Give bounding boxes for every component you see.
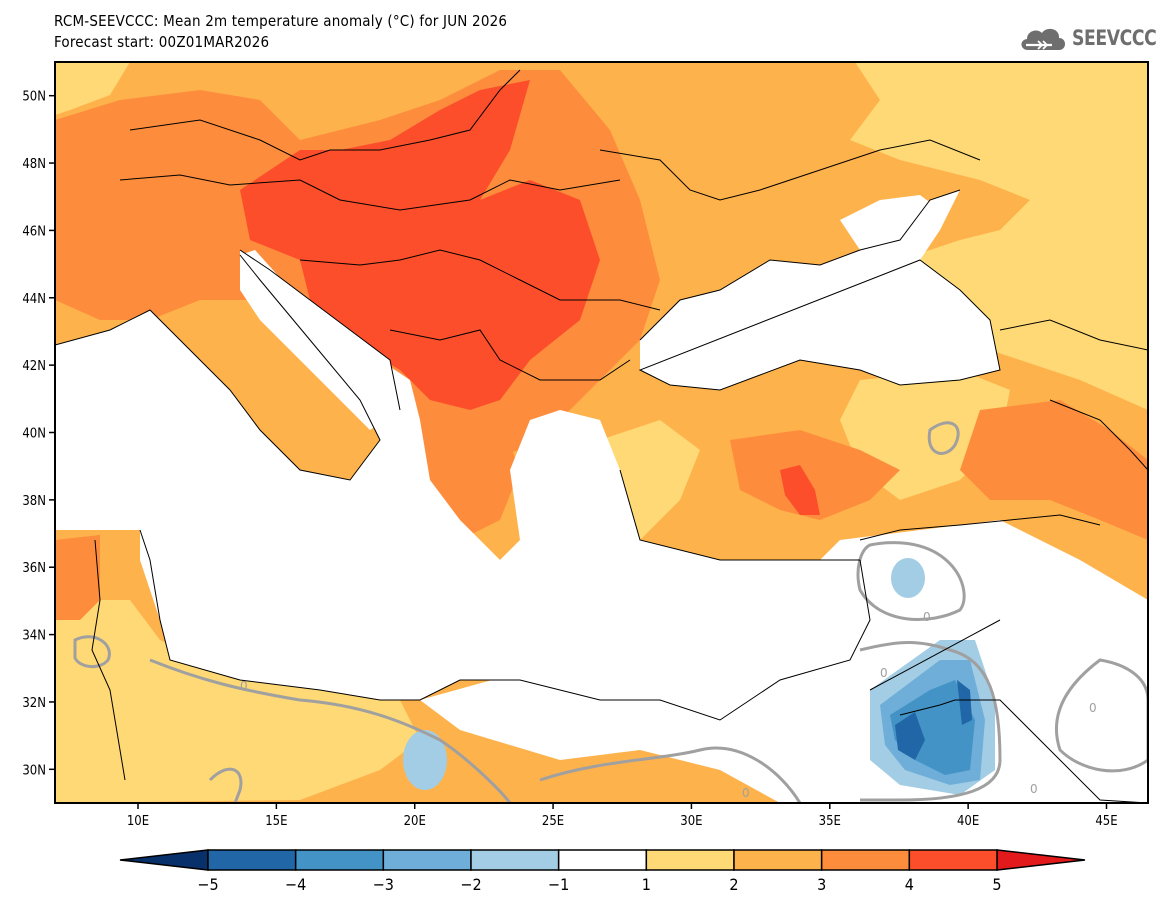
contour-label: 0 [240,679,248,693]
contour-label: 0 [742,786,750,800]
colorbar-extend-low [119,849,209,871]
temperature-anomaly-field: 0 0 0 0 0 0 [55,62,1148,803]
lon-tick-label: 35E [819,814,841,829]
zero-contour-libya-south [208,767,243,803]
lon-tick-label: 40E [957,814,979,829]
anomaly-negative-iraq-core [957,680,972,725]
colorbar-box [207,849,297,871]
cloud-logo-icon [1021,28,1065,50]
border-austria-hungary [119,174,621,211]
colorbar-box [820,849,911,871]
colorbar-box [908,849,998,871]
lat-tick-label: 30N [22,763,46,778]
azov-sea [840,195,940,250]
anomaly-3-4-tunisia [55,535,100,620]
colorbar-tick-label: 5 [992,875,1001,894]
border-caucasus [999,319,1148,471]
zero-contour-iraq [1054,658,1148,773]
lat-tick-label: 42N [22,359,46,374]
anomaly-4-5-central-anatolia [780,465,820,515]
contour-label: 0 [1089,701,1097,715]
colorbar-box [645,849,735,871]
zero-contours [73,421,1148,803]
anomaly-negative-jordan-core [895,712,925,760]
anomaly-4-5-pannonian [240,80,600,410]
map-title: RCM-SEEVCCC: Mean 2m temperature anomaly… [54,12,508,30]
colorbar-box [557,849,648,871]
colorbar-tick-label: 3 [817,875,826,894]
colorbar-tick-label: −1 [548,875,569,894]
anomaly-1-2-north-africa [55,600,420,803]
zero-contour-egypt [539,746,802,803]
colorbar-tick-label: −2 [460,875,481,894]
forecast-start-subtitle: Forecast start: 00Z01MAR2026 [54,33,270,51]
coastline-anatolia [619,469,860,561]
zero-contour-labels: 0 0 0 0 0 0 [240,610,1097,800]
zero-contour-jordan [859,641,1002,802]
zero-contour-tunisia [73,635,111,668]
zero-contour-anatolia [927,421,960,455]
mediterranean-sea [55,250,870,720]
lon-tick-label: 45E [1095,814,1117,829]
colorbar-legend: −5 −4 −3 −2 −1 1 2 3 4 5 [119,849,1086,894]
lat-tick-label: 38N [22,494,46,509]
lat-tick-label: 48N [22,157,46,172]
coastline-north-africa [139,529,871,721]
border-turkey-syria [859,514,1101,541]
border-algeria-tunisia [91,539,126,781]
colorbar-tick-label: −4 [285,875,306,894]
colorbar-tick-label: 4 [905,875,914,894]
colorbar-box [733,849,823,871]
anomaly-negative-libya [403,730,447,790]
border-jordan-iraq-saudi [869,619,1148,803]
lat-tick-label: 32N [22,696,46,711]
contour-label: 0 [923,610,931,624]
coastline-adriatic-italy [55,249,401,481]
lat-tick-label: 40N [22,427,46,442]
anomaly-1-2-nw [55,62,130,115]
colorbar-tick-label: 2 [729,875,738,894]
seevccc-logo: SEEVCCC [1018,22,1165,54]
colorbar-box [294,849,385,871]
lat-tick-label: 34N [22,629,46,644]
adriatic-sea [240,250,400,430]
lon-tick-label: 10E [127,814,149,829]
coastline-black-sea [638,189,1001,391]
black-sea [640,190,1000,390]
lon-tick-label: 15E [265,814,287,829]
lon-tick-label: 25E [542,814,564,829]
colorbar-tick-label: 1 [642,875,651,894]
latitude-axis: 30N 32N 34N 36N 38N 40N 42N 44N 46N 48N 50N [22,90,55,778]
zero-contour-syria [856,541,966,621]
border-balkans [299,249,661,311]
border-central-europe [129,69,521,161]
colorbar-box [382,849,472,871]
colorbar-tick-label: −3 [373,875,394,894]
lat-tick-label: 50N [22,90,46,105]
logo-text: SEEVCCC [1072,26,1157,50]
zero-contour-libya [149,658,512,803]
lat-tick-label: 36N [22,561,46,576]
colorbar-box [470,849,560,871]
colorbar-extend-high [996,849,1086,871]
lat-tick-label: 46N [22,224,46,239]
lat-tick-label: 44N [22,292,46,307]
borders [55,69,1148,803]
anomaly-3-4-anatolia [730,430,900,520]
border-ukraine [599,139,981,201]
anomaly-negative-syria [891,558,925,598]
border-serbia-bulgaria [389,329,631,381]
contour-label: 0 [880,666,888,680]
longitude-axis: 10E 15E 20E 25E 30E 35E 40E 45E [127,803,1118,829]
anomaly-3-4-east-anatolia [960,400,1148,540]
colorbar-tick-label: −5 [197,875,218,894]
contour-label: 0 [1030,782,1038,796]
lon-tick-label: 20E [404,814,426,829]
lon-tick-label: 30E [680,814,702,829]
